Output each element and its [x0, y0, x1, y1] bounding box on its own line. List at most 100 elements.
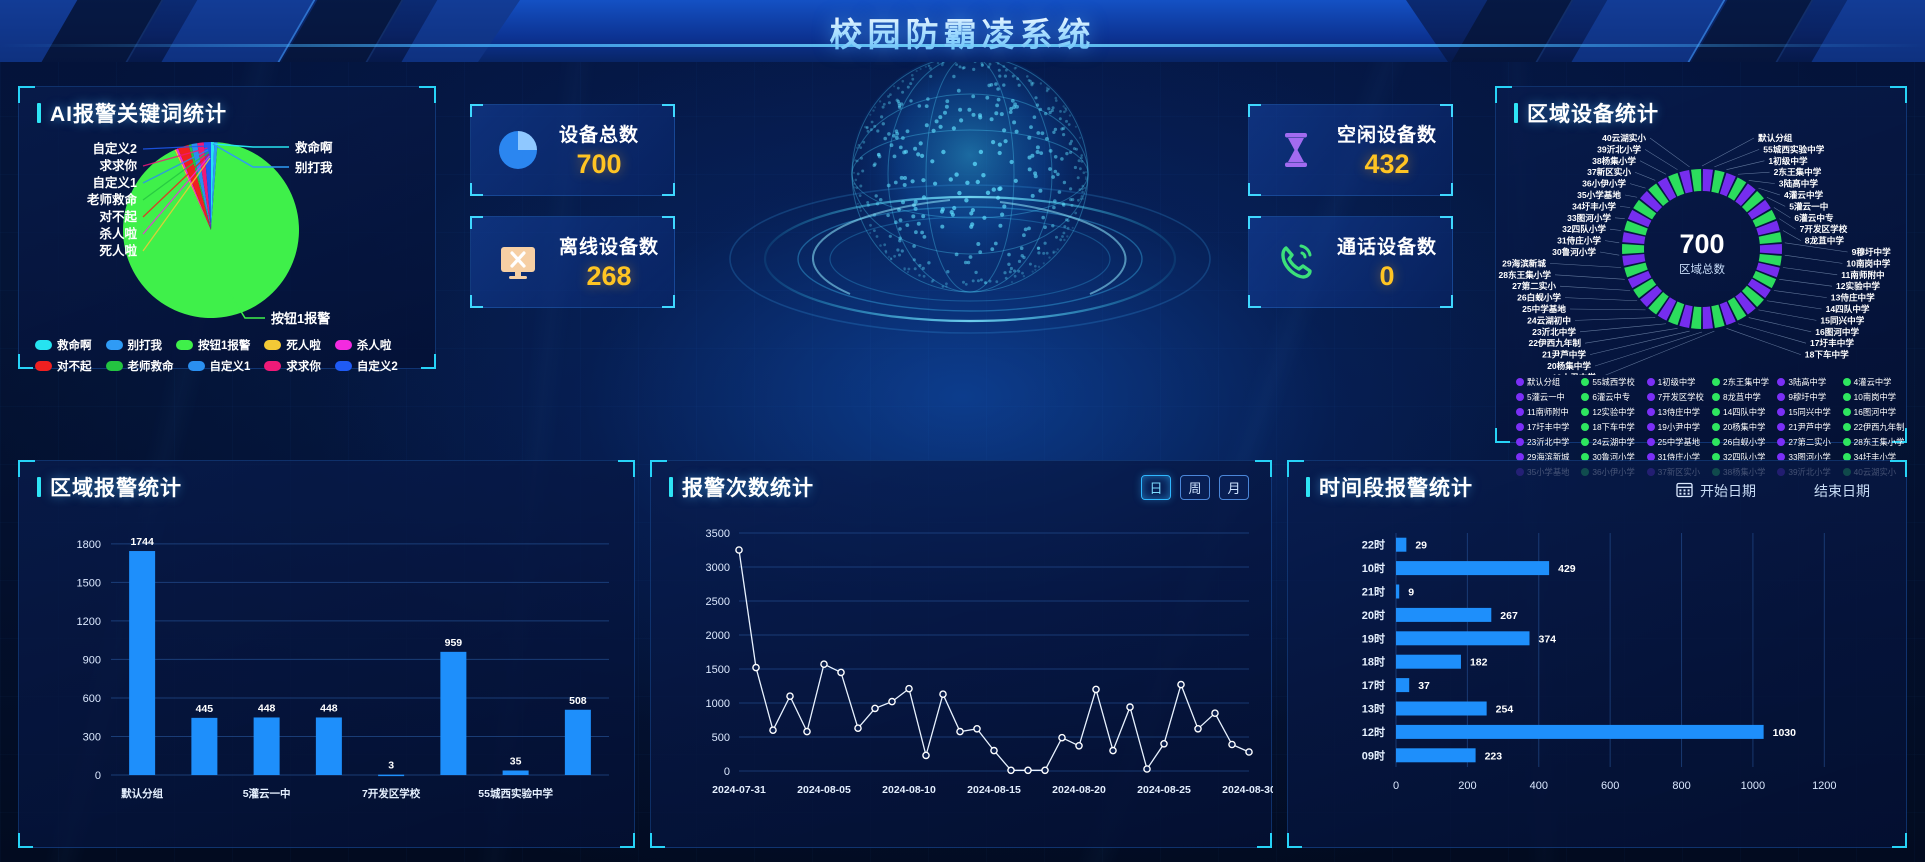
- legend-item[interactable]: 按钮1报警: [176, 337, 250, 353]
- region-legend-item[interactable]: 22伊西九年制: [1842, 421, 1906, 433]
- region-legend-item[interactable]: 23沂北中学: [1516, 436, 1579, 448]
- region-legend-item[interactable]: 34圩丰小学: [1842, 451, 1906, 463]
- tab-month[interactable]: 月: [1219, 475, 1249, 500]
- legend-color-dot: [1646, 438, 1655, 446]
- svg-text:13侍庄中学: 13侍庄中学: [1831, 292, 1875, 303]
- legend-item[interactable]: 老师救命: [105, 358, 174, 374]
- tab-week[interactable]: 周: [1180, 475, 1210, 500]
- region-legend-item[interactable]: 27第二实小: [1777, 436, 1840, 448]
- region-legend-item[interactable]: 33图河小学: [1777, 451, 1840, 463]
- app-header: 校园防霸凌系统: [0, 0, 1925, 62]
- legend-label: 33图河小学: [1788, 452, 1831, 462]
- region-legend-item[interactable]: 30鲁河小学: [1581, 451, 1644, 463]
- svg-text:22时: 22时: [1362, 538, 1385, 552]
- region-legend-item[interactable]: 20杨集中学: [1711, 421, 1775, 433]
- legend-label: 21尹芦中学: [1788, 422, 1831, 432]
- region-legend-item[interactable]: 31侍庄小学: [1646, 451, 1710, 463]
- end-date-field[interactable]: 结束日期: [1814, 481, 1870, 501]
- region-legend-item[interactable]: 8龙苴中学: [1711, 391, 1775, 403]
- region-legend-item[interactable]: 16图河中学: [1842, 406, 1906, 418]
- legend-label: 28东王集小学: [1853, 437, 1905, 447]
- stat-card-total-devices[interactable]: 设备总数 700: [470, 104, 675, 196]
- region-legend-item[interactable]: 21尹芦中学: [1777, 421, 1840, 433]
- region-legend-item[interactable]: 3陆高中学: [1777, 376, 1840, 388]
- region-legend-item[interactable]: 28东王集小学: [1842, 436, 1906, 448]
- region-legend-item[interactable]: 1初级中学: [1646, 376, 1710, 388]
- start-date-field[interactable]: 开始日期: [1676, 481, 1756, 501]
- legend-color-dot: [1516, 378, 1524, 386]
- region-legend-item[interactable]: 25中学基地: [1646, 436, 1710, 448]
- region-legend-item[interactable]: 2东王集中学: [1711, 376, 1775, 388]
- svg-text:9穆圩中学: 9穆圩中学: [1852, 246, 1892, 257]
- svg-text:182: 182: [1470, 657, 1488, 669]
- svg-text:17时: 17时: [1362, 678, 1385, 692]
- svg-text:700: 700: [1679, 229, 1724, 259]
- svg-text:26白蚬小学: 26白蚬小学: [1517, 292, 1561, 303]
- svg-text:19时: 19时: [1362, 631, 1385, 645]
- svg-text:1030: 1030: [1773, 727, 1797, 739]
- legend-item[interactable]: 自定义2: [334, 358, 398, 374]
- region-legend-item[interactable]: 12实验中学: [1581, 406, 1644, 418]
- tab-day[interactable]: 日: [1141, 475, 1171, 500]
- legend-color-dot: [187, 361, 205, 371]
- legend-item[interactable]: 别打我: [105, 337, 162, 353]
- svg-text:508: 508: [569, 695, 587, 707]
- svg-text:33图河小学: 33图河小学: [1567, 212, 1611, 223]
- svg-text:200: 200: [1458, 780, 1476, 792]
- panel-title-time-alarm: 时间段报警统计: [1306, 472, 1473, 502]
- svg-text:2024-07-31: 2024-07-31: [712, 784, 766, 796]
- panel-title-text: 区域设备统计: [1527, 103, 1659, 126]
- svg-text:杀人啦: 杀人啦: [99, 226, 137, 241]
- svg-text:13时: 13时: [1362, 702, 1385, 716]
- region-legend-item[interactable]: 9穆圩中学: [1777, 391, 1840, 403]
- svg-text:2024-08-25: 2024-08-25: [1137, 784, 1191, 796]
- region-legend-item[interactable]: 32四队小学: [1711, 451, 1775, 463]
- svg-text:500: 500: [712, 732, 730, 744]
- svg-text:按钮1报警: 按钮1报警: [271, 311, 330, 326]
- region-legend-item[interactable]: 5灌云一中: [1516, 391, 1579, 403]
- region-legend-item[interactable]: 55城西学校: [1581, 376, 1644, 388]
- title-accent-bar: [1306, 477, 1310, 497]
- region-legend-item[interactable]: 10南岗中学: [1842, 391, 1906, 403]
- legend-item[interactable]: 死人啦: [264, 337, 321, 353]
- svg-text:28东王集小学: 28东王集小学: [1498, 269, 1551, 280]
- legend-item[interactable]: 对不起: [35, 358, 92, 374]
- region-legend-item[interactable]: 18下车中学: [1581, 421, 1644, 433]
- legend-color-dot: [1646, 378, 1655, 386]
- region-legend-item[interactable]: 29海滨新城: [1516, 451, 1579, 463]
- panel-region-device-stats: 区域设备统计 700 区域总数 默认分组 55城西实验中学 1初级中学 2东王集中学 3陆高…: [1495, 86, 1907, 477]
- svg-text:37: 37: [1418, 680, 1430, 692]
- legend-color-dot: [1581, 393, 1590, 401]
- legend-label: 25中学基地: [1657, 437, 1701, 447]
- region-legend-item[interactable]: 11南师附中: [1516, 406, 1579, 418]
- region-legend-item[interactable]: 默认分组: [1516, 376, 1579, 388]
- region-legend-item[interactable]: 4灌云中学: [1842, 376, 1906, 388]
- panel-alarm-count-stats: 报警次数统计 日周月 0 500 1000 1500 2000 2500 3000 3500 2…: [650, 460, 1273, 848]
- end-date-label: 结束日期: [1814, 483, 1870, 499]
- stat-card-idle-devices[interactable]: 空闲设备数 432: [1248, 104, 1453, 196]
- region-legend-item[interactable]: 7开发区学校: [1646, 391, 1710, 403]
- region-legend-item[interactable]: 17圩丰中学: [1516, 421, 1579, 433]
- legend-color-dot: [1646, 393, 1655, 401]
- legend-item[interactable]: 自定义1: [187, 358, 250, 374]
- stat-card-calling-devices[interactable]: 通话设备数 0: [1248, 216, 1453, 308]
- legend-label: 救命啊: [57, 340, 92, 352]
- svg-text:2500: 2500: [706, 596, 730, 608]
- legend-item[interactable]: 求求你: [264, 358, 321, 374]
- legend-label: 34圩丰小学: [1853, 452, 1897, 462]
- region-legend-item[interactable]: 6灌云中专: [1581, 391, 1644, 403]
- region-legend-item[interactable]: 26白蚬小学: [1711, 436, 1775, 448]
- stat-calling-text: 通话设备数 0: [1337, 232, 1437, 292]
- legend-item[interactable]: 救命啊: [35, 337, 92, 353]
- region-legend-item[interactable]: 14四队中学: [1711, 406, 1775, 418]
- region-legend-item[interactable]: 19小尹中学: [1646, 421, 1710, 433]
- legend-item[interactable]: 杀人啦: [334, 337, 391, 353]
- svg-text:600: 600: [83, 693, 101, 705]
- svg-text:14四队中学: 14四队中学: [1826, 303, 1870, 314]
- region-legend-item[interactable]: 15同兴中学: [1777, 406, 1840, 418]
- stat-card-offline-devices[interactable]: 离线设备数 268: [470, 216, 675, 308]
- region-legend-item[interactable]: 24云湖中学: [1581, 436, 1644, 448]
- region-legend-item[interactable]: 13侍庄中学: [1646, 406, 1710, 418]
- legend-label: 16图河中学: [1853, 407, 1897, 417]
- svg-text:自定义1: 自定义1: [93, 175, 138, 190]
